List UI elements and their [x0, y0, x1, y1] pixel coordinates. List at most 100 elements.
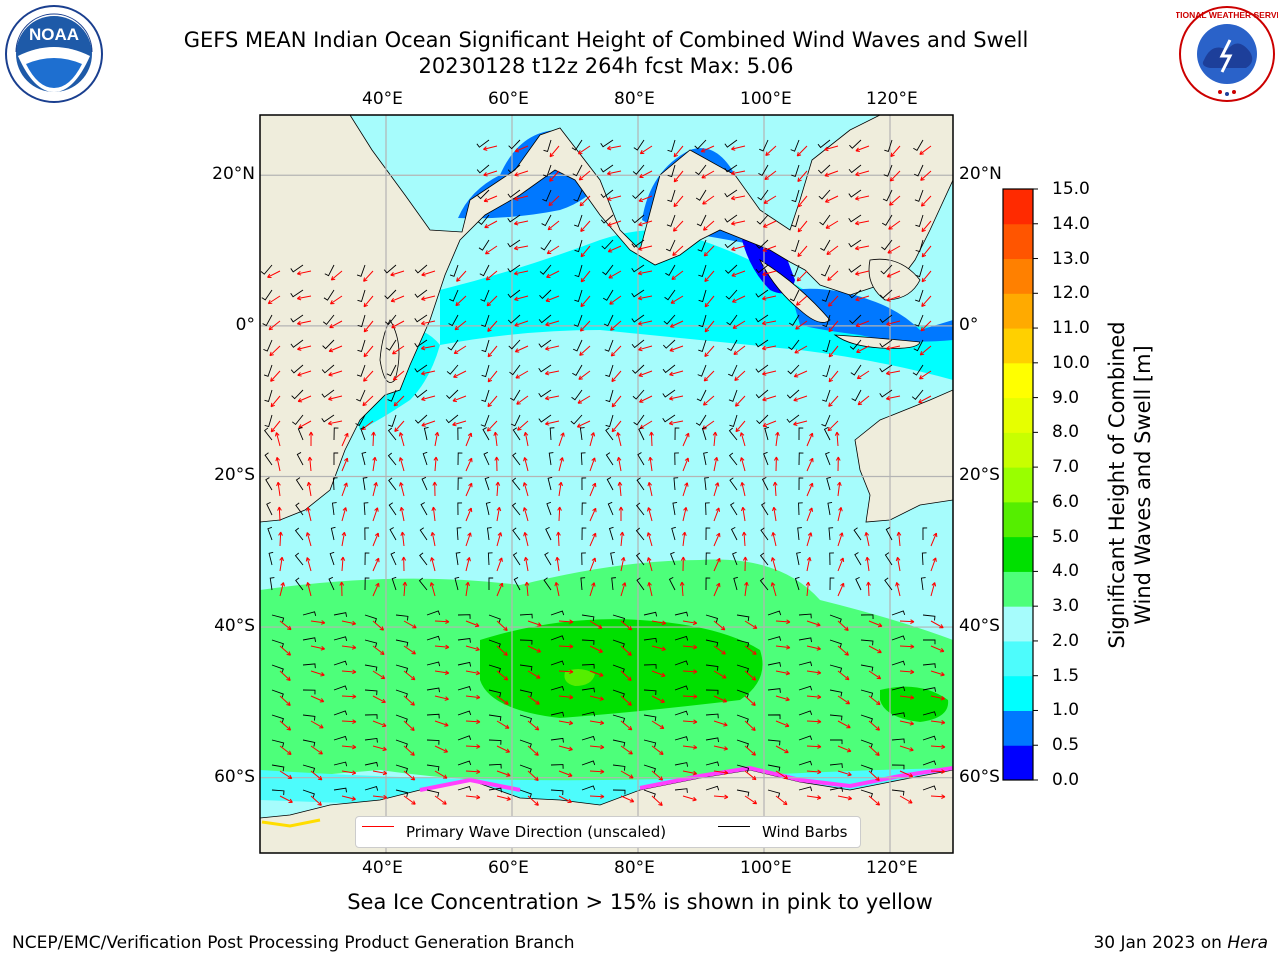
wind-barb: [829, 689, 843, 697]
wind-barb: [509, 364, 521, 376]
wind-barb: [457, 686, 472, 691]
wind-barb: [364, 714, 378, 719]
wave-direction-arrow: [579, 195, 591, 207]
wave-direction-arrow: [682, 719, 698, 725]
wave-direction-arrow: [297, 370, 312, 377]
wind-barb: [674, 660, 689, 666]
wind-barb: [913, 164, 924, 177]
wave-direction-arrow: [487, 370, 498, 383]
wave-direction-arrow: [826, 245, 839, 255]
wind-barb: [705, 552, 711, 566]
wave-direction-arrow: [589, 482, 597, 497]
wave-direction-arrow: [638, 195, 653, 203]
wind-barb: [573, 314, 583, 327]
wave-direction-arrow: [734, 370, 746, 381]
wave-direction-arrow: [837, 620, 849, 632]
lat-label-left: 0°: [235, 314, 255, 335]
wave-direction-arrow: [704, 320, 715, 333]
wind-barb: [604, 339, 614, 352]
wave-direction-arrow: [651, 645, 666, 652]
wave-direction-arrow: [398, 432, 405, 447]
wind-barb: [755, 389, 769, 399]
colorbar-segment: [1003, 675, 1033, 711]
lat-label-right: 40°S: [959, 616, 1000, 637]
wave-direction-arrow: [616, 432, 622, 447]
wind-barb: [912, 364, 924, 376]
colorbar-tick: 0.0: [1052, 770, 1080, 790]
wind-barb: [266, 501, 273, 516]
wind-barb: [922, 639, 936, 645]
wave-direction-arrow: [797, 245, 808, 258]
wave-direction-arrow: [855, 195, 870, 201]
wind-barb: [364, 639, 378, 648]
wind-barb: [822, 314, 831, 328]
wave-direction-arrow: [514, 345, 529, 353]
wind-barb: [478, 239, 490, 251]
wind-barb: [736, 789, 750, 797]
wave-direction-arrow: [403, 745, 415, 756]
wave-direction-arrow: [399, 482, 405, 497]
wave-direction-arrow: [682, 620, 698, 626]
wind-barb: [724, 239, 738, 249]
wind-barb: [487, 552, 493, 566]
wave-direction-arrow: [452, 395, 467, 403]
wind-barb: [612, 714, 626, 723]
wind-barb: [643, 637, 657, 643]
wave-direction-arrow: [363, 370, 374, 382]
wave-direction-arrow: [890, 145, 901, 158]
wind-barb: [643, 714, 657, 722]
wave-direction-arrow: [279, 695, 291, 706]
wave-direction-arrow: [341, 620, 357, 626]
wind-barb: [383, 264, 397, 274]
wind-barb: [662, 364, 676, 374]
wind-barb: [605, 364, 614, 377]
wind-barb: [446, 389, 459, 399]
wind-barb: [600, 164, 614, 173]
wave-direction-arrow: [328, 395, 343, 401]
wind-barb: [662, 414, 676, 423]
wind-barb: [481, 339, 490, 353]
wave-direction-arrow: [679, 581, 685, 597]
wind-barb: [600, 189, 614, 198]
wave-direction-arrow: [341, 645, 357, 650]
wind-barb: [486, 527, 492, 541]
wind-barb: [789, 289, 800, 302]
wind-barb: [666, 239, 676, 252]
wind-barb: [817, 139, 831, 149]
wind-barb: [637, 452, 645, 466]
wave-direction-arrow: [868, 695, 881, 706]
wave-direction-arrow: [828, 370, 839, 383]
wind-barb: [791, 164, 800, 177]
wave-direction-arrow: [589, 794, 605, 799]
wave-direction-arrow: [885, 395, 901, 401]
wind-barb: [891, 764, 905, 770]
wave-direction-arrow: [390, 270, 405, 277]
wind-barb: [786, 414, 800, 423]
wind-barb: [581, 711, 596, 717]
wind-barb: [539, 289, 552, 300]
wind-barb: [698, 339, 707, 352]
wind-barb: [638, 426, 645, 441]
wind-barb: [328, 576, 335, 591]
wind-barb: [543, 139, 552, 153]
wind-barb: [519, 613, 533, 619]
wind-barb: [357, 289, 366, 303]
wind-barb: [481, 364, 490, 378]
wave-direction-arrow: [465, 794, 481, 800]
wind-barb: [580, 577, 586, 591]
wind-barb: [268, 551, 274, 566]
wave-direction-arrow: [865, 556, 870, 572]
wind-barb: [829, 787, 844, 792]
wind-barb: [476, 164, 490, 174]
wind-barb: [508, 339, 521, 350]
wind-barb: [727, 339, 738, 352]
wave-direction-arrow: [647, 481, 653, 497]
wave-direction-arrow: [310, 770, 323, 781]
wind-barb: [513, 577, 521, 591]
wave-direction-arrow: [279, 745, 292, 755]
wave-direction-arrow: [806, 795, 822, 800]
lon-label-bottom: 100°E: [740, 858, 792, 878]
wind-barb: [271, 739, 285, 748]
wave-direction-arrow: [465, 457, 473, 472]
wind-barb: [705, 737, 719, 743]
